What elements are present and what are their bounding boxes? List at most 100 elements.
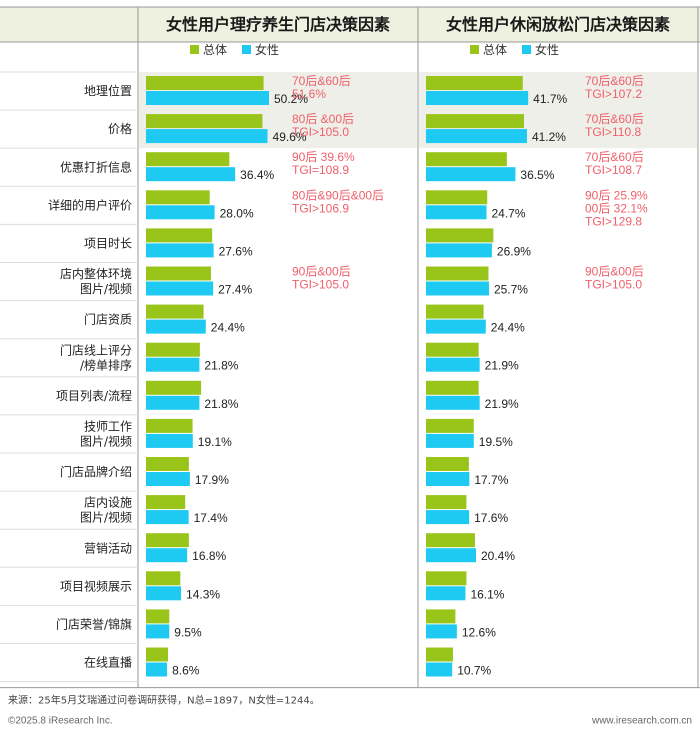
category-label: 图片/视频 — [80, 433, 132, 448]
bar-female — [426, 624, 457, 639]
value-label: 10.7% — [457, 664, 491, 678]
annotation-label: TGI=108.9 — [292, 163, 349, 177]
category-label: 门店线上评分 — [60, 342, 132, 357]
value-label: 17.6% — [474, 511, 508, 525]
bar-female — [146, 586, 182, 601]
annotation-label: 70后&60后 — [292, 74, 351, 88]
footer-source: 来源：25年5月艾瑞通过问卷调研获得，N总=1897，N女性=1244。 — [8, 694, 320, 707]
annotation-label: TGI>129.8 — [585, 214, 642, 228]
value-label: 19.5% — [479, 435, 513, 449]
legend-swatch-female — [242, 45, 251, 54]
bar-total — [146, 495, 186, 510]
value-label: 21.8% — [204, 359, 238, 373]
bar-female — [426, 243, 492, 258]
value-label: 49.6% — [273, 130, 307, 144]
bar-total — [426, 228, 494, 243]
value-label: 19.1% — [198, 435, 232, 449]
category-label: 图片/视频 — [80, 510, 132, 525]
bar-female — [146, 91, 269, 105]
annotation-label: TGI>108.7 — [585, 163, 642, 177]
bar-female — [426, 91, 529, 105]
value-label: 26.9% — [497, 244, 531, 258]
bar-female — [426, 662, 453, 677]
value-label: 27.6% — [219, 244, 253, 258]
value-label: 28.0% — [220, 206, 254, 220]
category-label: 店内整体环境 — [60, 266, 132, 281]
category-label: 详细的用户评价 — [48, 197, 132, 212]
category-label: /榜单排序 — [80, 357, 132, 372]
value-label: 36.4% — [240, 168, 274, 182]
value-label: 16.8% — [192, 549, 226, 563]
footer-copyright: ©2025.8 iResearch Inc. — [8, 716, 113, 727]
bar-female — [146, 510, 189, 525]
value-label: 16.1% — [470, 587, 504, 601]
legend-label-female: 女性 — [255, 42, 279, 57]
annotation-label: 80后&90后&00后 — [292, 188, 384, 202]
bar-female — [426, 433, 474, 448]
annotation-label: 90后&00后 — [292, 265, 351, 279]
legend-label-female: 女性 — [535, 42, 559, 57]
value-label: 41.2% — [532, 130, 566, 144]
annotation-label: 00后 32.1% — [585, 201, 648, 215]
bar-total — [426, 266, 489, 281]
bar-total — [426, 647, 453, 662]
bar-female — [426, 548, 476, 563]
category-label: 营销活动 — [84, 541, 132, 555]
value-label: 21.8% — [204, 397, 238, 411]
bar-total — [146, 533, 189, 548]
value-label: 21.9% — [485, 359, 519, 373]
category-label: 门店荣誉/锦旗 — [56, 616, 132, 631]
annotation-label: 70后&60后 — [585, 112, 644, 126]
annotation-label: 70后&60后 — [585, 150, 644, 164]
bar-female — [426, 510, 470, 525]
bar-female — [146, 319, 206, 334]
value-label: 24.4% — [211, 321, 245, 335]
bar-total — [146, 609, 170, 624]
bar-female — [146, 357, 200, 372]
bar-total — [146, 76, 264, 90]
bar-total — [146, 380, 202, 395]
value-label: 9.5% — [174, 625, 202, 639]
bar-female — [146, 205, 215, 220]
bar-female — [146, 548, 188, 563]
category-label: 地理位置 — [84, 83, 132, 98]
bar-total — [146, 152, 230, 167]
bar-total — [146, 571, 181, 586]
value-label: 25.7% — [494, 283, 528, 297]
bar-total — [426, 304, 484, 319]
legend-swatch-female — [522, 45, 531, 54]
panel-title: 女性用户理疗养生门店决策因素 — [166, 15, 390, 34]
legend-label-total: 总体 — [483, 43, 507, 57]
value-label: 24.4% — [491, 321, 525, 335]
bar-total — [146, 228, 213, 243]
bar-female — [426, 281, 489, 296]
bar-total — [146, 457, 189, 471]
category-label: 在线直播 — [84, 656, 132, 670]
bar-female — [146, 662, 168, 677]
category-label: 图片/视频 — [80, 281, 132, 296]
value-label: 41.7% — [533, 92, 567, 106]
legend-label-total: 总体 — [203, 43, 227, 57]
bar-female — [426, 205, 487, 220]
bar-total — [426, 342, 479, 357]
category-label: 门店品牌介绍 — [60, 464, 132, 479]
bar-female — [426, 129, 527, 144]
value-label: 50.2% — [274, 92, 308, 106]
category-label: 技师工作 — [84, 419, 132, 433]
bar-female — [146, 167, 236, 182]
bar-female — [426, 167, 516, 182]
bar-total — [426, 418, 474, 433]
value-label: 17.4% — [194, 511, 228, 525]
bar-total — [426, 533, 475, 548]
annotation-label: 70后&60后 — [585, 74, 644, 88]
value-label: 17.7% — [474, 473, 508, 487]
bar-female — [146, 433, 193, 448]
footer-website: www.iresearch.com.cn — [591, 716, 692, 727]
annotation-label: 51.6% — [292, 87, 326, 101]
annotation-label: 80后 &00后 — [292, 112, 354, 126]
category-label: 店内设施 — [84, 496, 132, 510]
category-label: 项目视频展示 — [60, 578, 132, 593]
bar-total — [426, 190, 488, 205]
bar-total — [426, 457, 469, 471]
category-label: 价格 — [108, 121, 132, 136]
